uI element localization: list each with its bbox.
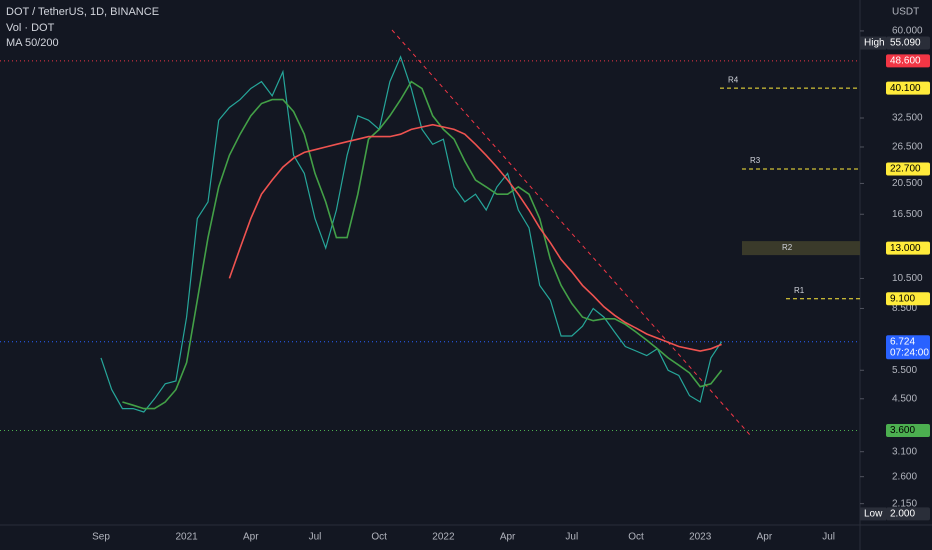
price-tag-label: 22.700: [890, 164, 921, 175]
tag-box: [860, 507, 886, 521]
price-tag: [886, 81, 930, 95]
tag-label: Low: [864, 509, 883, 520]
price-tag: [886, 423, 930, 437]
price-tag-label: 55.090: [890, 38, 921, 49]
price-tag: [886, 335, 930, 360]
y-tick-label: 8.500: [892, 303, 917, 314]
y-tick-label: 2.600: [892, 471, 917, 482]
y-tick-label: 10.500: [892, 273, 923, 284]
y-tick-label: 60.000: [892, 26, 923, 37]
x-tick-label: Jul: [309, 532, 322, 543]
x-tick-label: Sep: [92, 532, 110, 543]
series-line: [228, 123, 722, 352]
x-tick-label: 2022: [432, 532, 455, 543]
price-tag: [886, 36, 930, 50]
x-tick-label: Oct: [628, 532, 644, 543]
level-label: R4: [728, 75, 739, 84]
subtitle: Vol · DOT: [6, 22, 55, 34]
indicator: MA 50/200: [6, 37, 59, 49]
x-tick-label: Oct: [371, 532, 387, 543]
price-tag: [886, 507, 930, 521]
y-tick-label: 2.150: [892, 498, 917, 509]
level-label: R1: [794, 286, 805, 295]
zone: [742, 241, 860, 256]
price-tag-label: 13.000: [890, 243, 921, 254]
price-tag-time: 07:24:00: [890, 347, 929, 358]
x-tick-label: 2023: [689, 532, 712, 543]
price-tag: [886, 54, 930, 68]
price-tag-label: 40.100: [890, 83, 921, 94]
tag-box: [860, 36, 886, 50]
price-tag: [886, 241, 930, 255]
price-tag-label: 48.600: [890, 55, 921, 66]
price-tag-label: 9.100: [890, 293, 915, 304]
price-tag-label: 2.000: [890, 509, 915, 520]
price-tag: [886, 162, 930, 176]
y-tick-label: 26.500: [892, 142, 923, 153]
y-tick-label: 32.500: [892, 113, 923, 124]
level-label: R2: [782, 243, 793, 252]
price-tag: [886, 292, 930, 306]
y-tick-label: 3.100: [892, 446, 917, 457]
series-line: [100, 55, 723, 413]
series-line: [122, 80, 723, 410]
chart-title: DOT / TetherUS, 1D, BINANCE: [6, 6, 159, 18]
price-tag-label: 6.724: [890, 336, 915, 347]
y-tick-label: 16.500: [892, 209, 923, 220]
trend-line: [391, 29, 751, 436]
x-tick-label: Apr: [757, 532, 773, 543]
currency: USDT: [892, 7, 919, 18]
x-tick-label: Jul: [822, 532, 835, 543]
y-tick-label: 4.500: [892, 393, 917, 404]
tag-label: High: [864, 38, 885, 49]
y-tick-label: 5.500: [892, 365, 917, 376]
x-tick-label: Jul: [565, 532, 578, 543]
price-tag-label: 3.600: [890, 425, 915, 436]
level-label: R3: [750, 156, 761, 165]
x-tick-label: 2021: [175, 532, 198, 543]
x-tick-label: Apr: [500, 532, 516, 543]
y-tick-label: 20.500: [892, 178, 923, 189]
x-tick-label: Apr: [243, 532, 259, 543]
